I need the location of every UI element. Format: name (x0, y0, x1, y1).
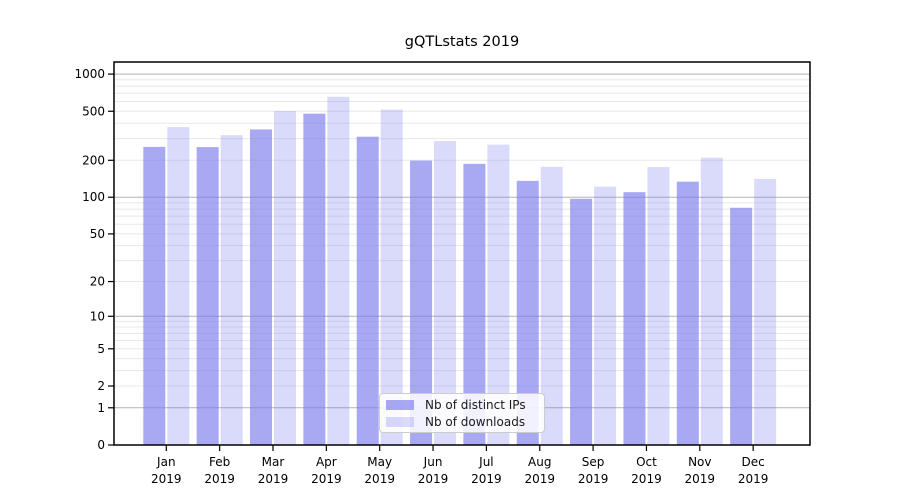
bar-downloads (487, 144, 510, 446)
bar-downloads (220, 135, 243, 445)
bar-distinct-ips (676, 181, 699, 446)
bar-distinct-ips (730, 207, 753, 445)
legend-swatch-downloads (386, 416, 414, 427)
x-tick-label-month: Dec (742, 455, 765, 469)
y-tick-label: 20 (90, 275, 105, 289)
y-tick-label: 50 (90, 227, 105, 241)
plot-frame (113, 61, 811, 446)
x-tick-label-month: Aug (528, 455, 551, 469)
legend: Nb of distinct IPs Nb of downloads (379, 393, 545, 433)
bar-downloads (327, 96, 350, 445)
x-tick-label-year: 2019 (631, 472, 662, 486)
x-tick-label-year: 2019 (685, 472, 716, 486)
x-tick-label-month: Jul (478, 455, 493, 469)
x-tick-label-month: Apr (316, 455, 337, 469)
legend-item-downloads: Nb of downloads (386, 413, 538, 430)
bar-distinct-ips (143, 146, 166, 445)
bar-distinct-ips (303, 113, 326, 446)
legend-label-downloads: Nb of downloads (425, 414, 526, 429)
bar-downloads (434, 140, 457, 445)
chart-title: gQTLstats 2019 (404, 34, 520, 50)
bar-distinct-ips (623, 192, 646, 445)
bar-distinct-ips (196, 147, 219, 445)
legend-swatch-distinct-ips (386, 399, 414, 410)
y-tick-label: 100 (82, 190, 105, 204)
bar-downloads (754, 178, 777, 445)
bar-distinct-ips (570, 198, 593, 445)
x-tick-label-month: Oct (636, 455, 657, 469)
y-tick-label: 500 (82, 104, 105, 118)
x-tick-label-year: 2019 (364, 472, 395, 486)
y-tick-label: 10 (90, 309, 105, 323)
x-tick-label-month: Mar (262, 455, 285, 469)
x-tick-label-month: May (367, 455, 392, 469)
bar-downloads (647, 167, 670, 445)
bar-downloads (700, 157, 723, 446)
bar-distinct-ips (356, 136, 379, 446)
x-tick-label-year: 2019 (738, 472, 769, 486)
bar-distinct-ips (463, 163, 486, 445)
x-tick-label-year: 2019 (258, 472, 289, 486)
y-tick-label: 1000 (74, 67, 105, 81)
x-tick-label-month: Feb (209, 455, 230, 469)
legend-item-distinct-ips: Nb of distinct IPs (386, 396, 538, 413)
x-tick-label-year: 2019 (204, 472, 235, 486)
y-tick-label: 5 (97, 342, 105, 356)
y-tick-label: 2 (97, 379, 105, 393)
x-tick-label-year: 2019 (578, 472, 609, 486)
x-tick-label-month: Sep (582, 455, 605, 469)
bar-downloads (274, 110, 296, 445)
y-tick-label: 0 (97, 438, 105, 452)
bar-distinct-ips (516, 180, 539, 445)
bar-downloads (594, 186, 617, 445)
x-tick-label-month: Jan (156, 455, 176, 469)
legend-label-distinct-ips: Nb of distinct IPs (425, 397, 526, 412)
bar-downloads (167, 127, 190, 445)
x-tick-label-month: Nov (688, 455, 711, 469)
x-tick-label-year: 2019 (471, 472, 502, 486)
x-tick-label-year: 2019 (311, 472, 342, 486)
bar-distinct-ips (250, 129, 272, 445)
y-tick-label: 1 (97, 401, 105, 415)
y-tick-label: 200 (82, 153, 105, 167)
x-tick-label-month: Jun (423, 455, 443, 469)
bar-distinct-ips (410, 160, 433, 445)
x-tick-label-year: 2019 (418, 472, 449, 486)
bar-downloads (540, 166, 563, 445)
x-tick-label-year: 2019 (151, 472, 182, 486)
bar-downloads (380, 109, 403, 445)
x-tick-label-year: 2019 (524, 472, 555, 486)
